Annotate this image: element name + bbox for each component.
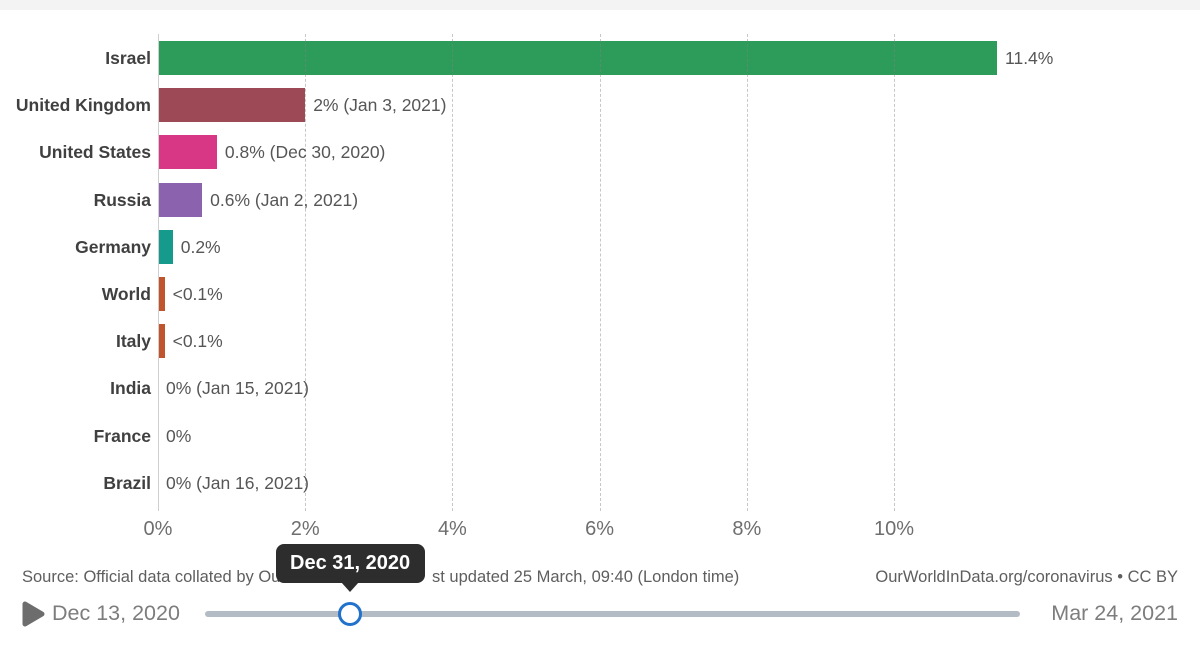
bar-value-label: 0.6% (Jan 2, 2021) (210, 189, 359, 210)
bar-category-label: Brazil (103, 472, 151, 493)
bar (158, 324, 165, 359)
bar-value-label: 0% (Jan 16, 2021) (166, 472, 310, 493)
timeline-slider-handle[interactable] (338, 602, 363, 626)
gridline (746, 34, 748, 511)
bar-category-label: Germany (75, 236, 151, 257)
play-button[interactable] (20, 600, 46, 628)
timeline-end-date: Mar 24, 2021 (1051, 601, 1178, 625)
page-background-strip (0, 0, 1200, 10)
bar (158, 41, 998, 75)
gridline (599, 34, 601, 511)
timeline-start-date: Dec 13, 2020 (52, 601, 180, 625)
x-tick-label: 4% (437, 518, 467, 540)
bar-category-label: World (101, 284, 151, 304)
bar-value-label: <0.1% (172, 331, 223, 352)
bar-value-label: 0% (166, 425, 192, 446)
bar-category-label: India (110, 378, 151, 399)
bar (158, 182, 203, 217)
x-tick-label: 8% (732, 518, 762, 540)
bar-value-label: 0% (Jan 15, 2021) (166, 378, 310, 399)
tooltip-pointer (341, 582, 360, 592)
plot-area: 0% 2% 4% 6% 8% 10% Israel 11.4% United Kingdom 2%… (15, 34, 1054, 540)
bar (158, 88, 306, 123)
gridline (305, 34, 307, 511)
x-tick-label: 2% (290, 518, 320, 540)
bar (158, 229, 173, 264)
bar-value-label: 0.2% (180, 236, 221, 257)
x-tick-label: 6% (585, 518, 615, 540)
bar-value-label: 2% (Jan 3, 2021) (313, 95, 447, 116)
timeline-date-tooltip: Dec 31, 2020 (275, 544, 425, 583)
bar-category-label: Russia (93, 189, 151, 210)
attribution-link[interactable]: OurWorldInData.org/coronavirus • CC BY (875, 568, 1178, 586)
timeline-slider-track[interactable] (205, 611, 1020, 617)
bar-category-label: United States (39, 142, 151, 163)
bar-value-label: <0.1% (172, 284, 223, 304)
bar-category-label: Israel (105, 48, 151, 68)
bar-value-label: 11.4% (1005, 48, 1054, 68)
x-tick-label: 10% (873, 518, 915, 540)
play-icon (20, 601, 46, 631)
gridline (894, 34, 895, 511)
bar-category-label: France (93, 425, 151, 446)
x-tick-label: 0% (143, 518, 173, 540)
source-text-left: Source: Official data collated by Ou (22, 568, 281, 586)
bar-category-label: United Kingdom (15, 95, 151, 116)
bar-value-label: 0.8% (Dec 30, 2020) (224, 142, 386, 163)
bar (158, 277, 165, 311)
gridline (452, 34, 454, 511)
bar-category-label: Italy (115, 331, 151, 352)
bar (158, 135, 217, 170)
y-axis-line (158, 34, 159, 511)
source-text-right: st updated 25 March, 09:40 (London time) (432, 568, 740, 586)
